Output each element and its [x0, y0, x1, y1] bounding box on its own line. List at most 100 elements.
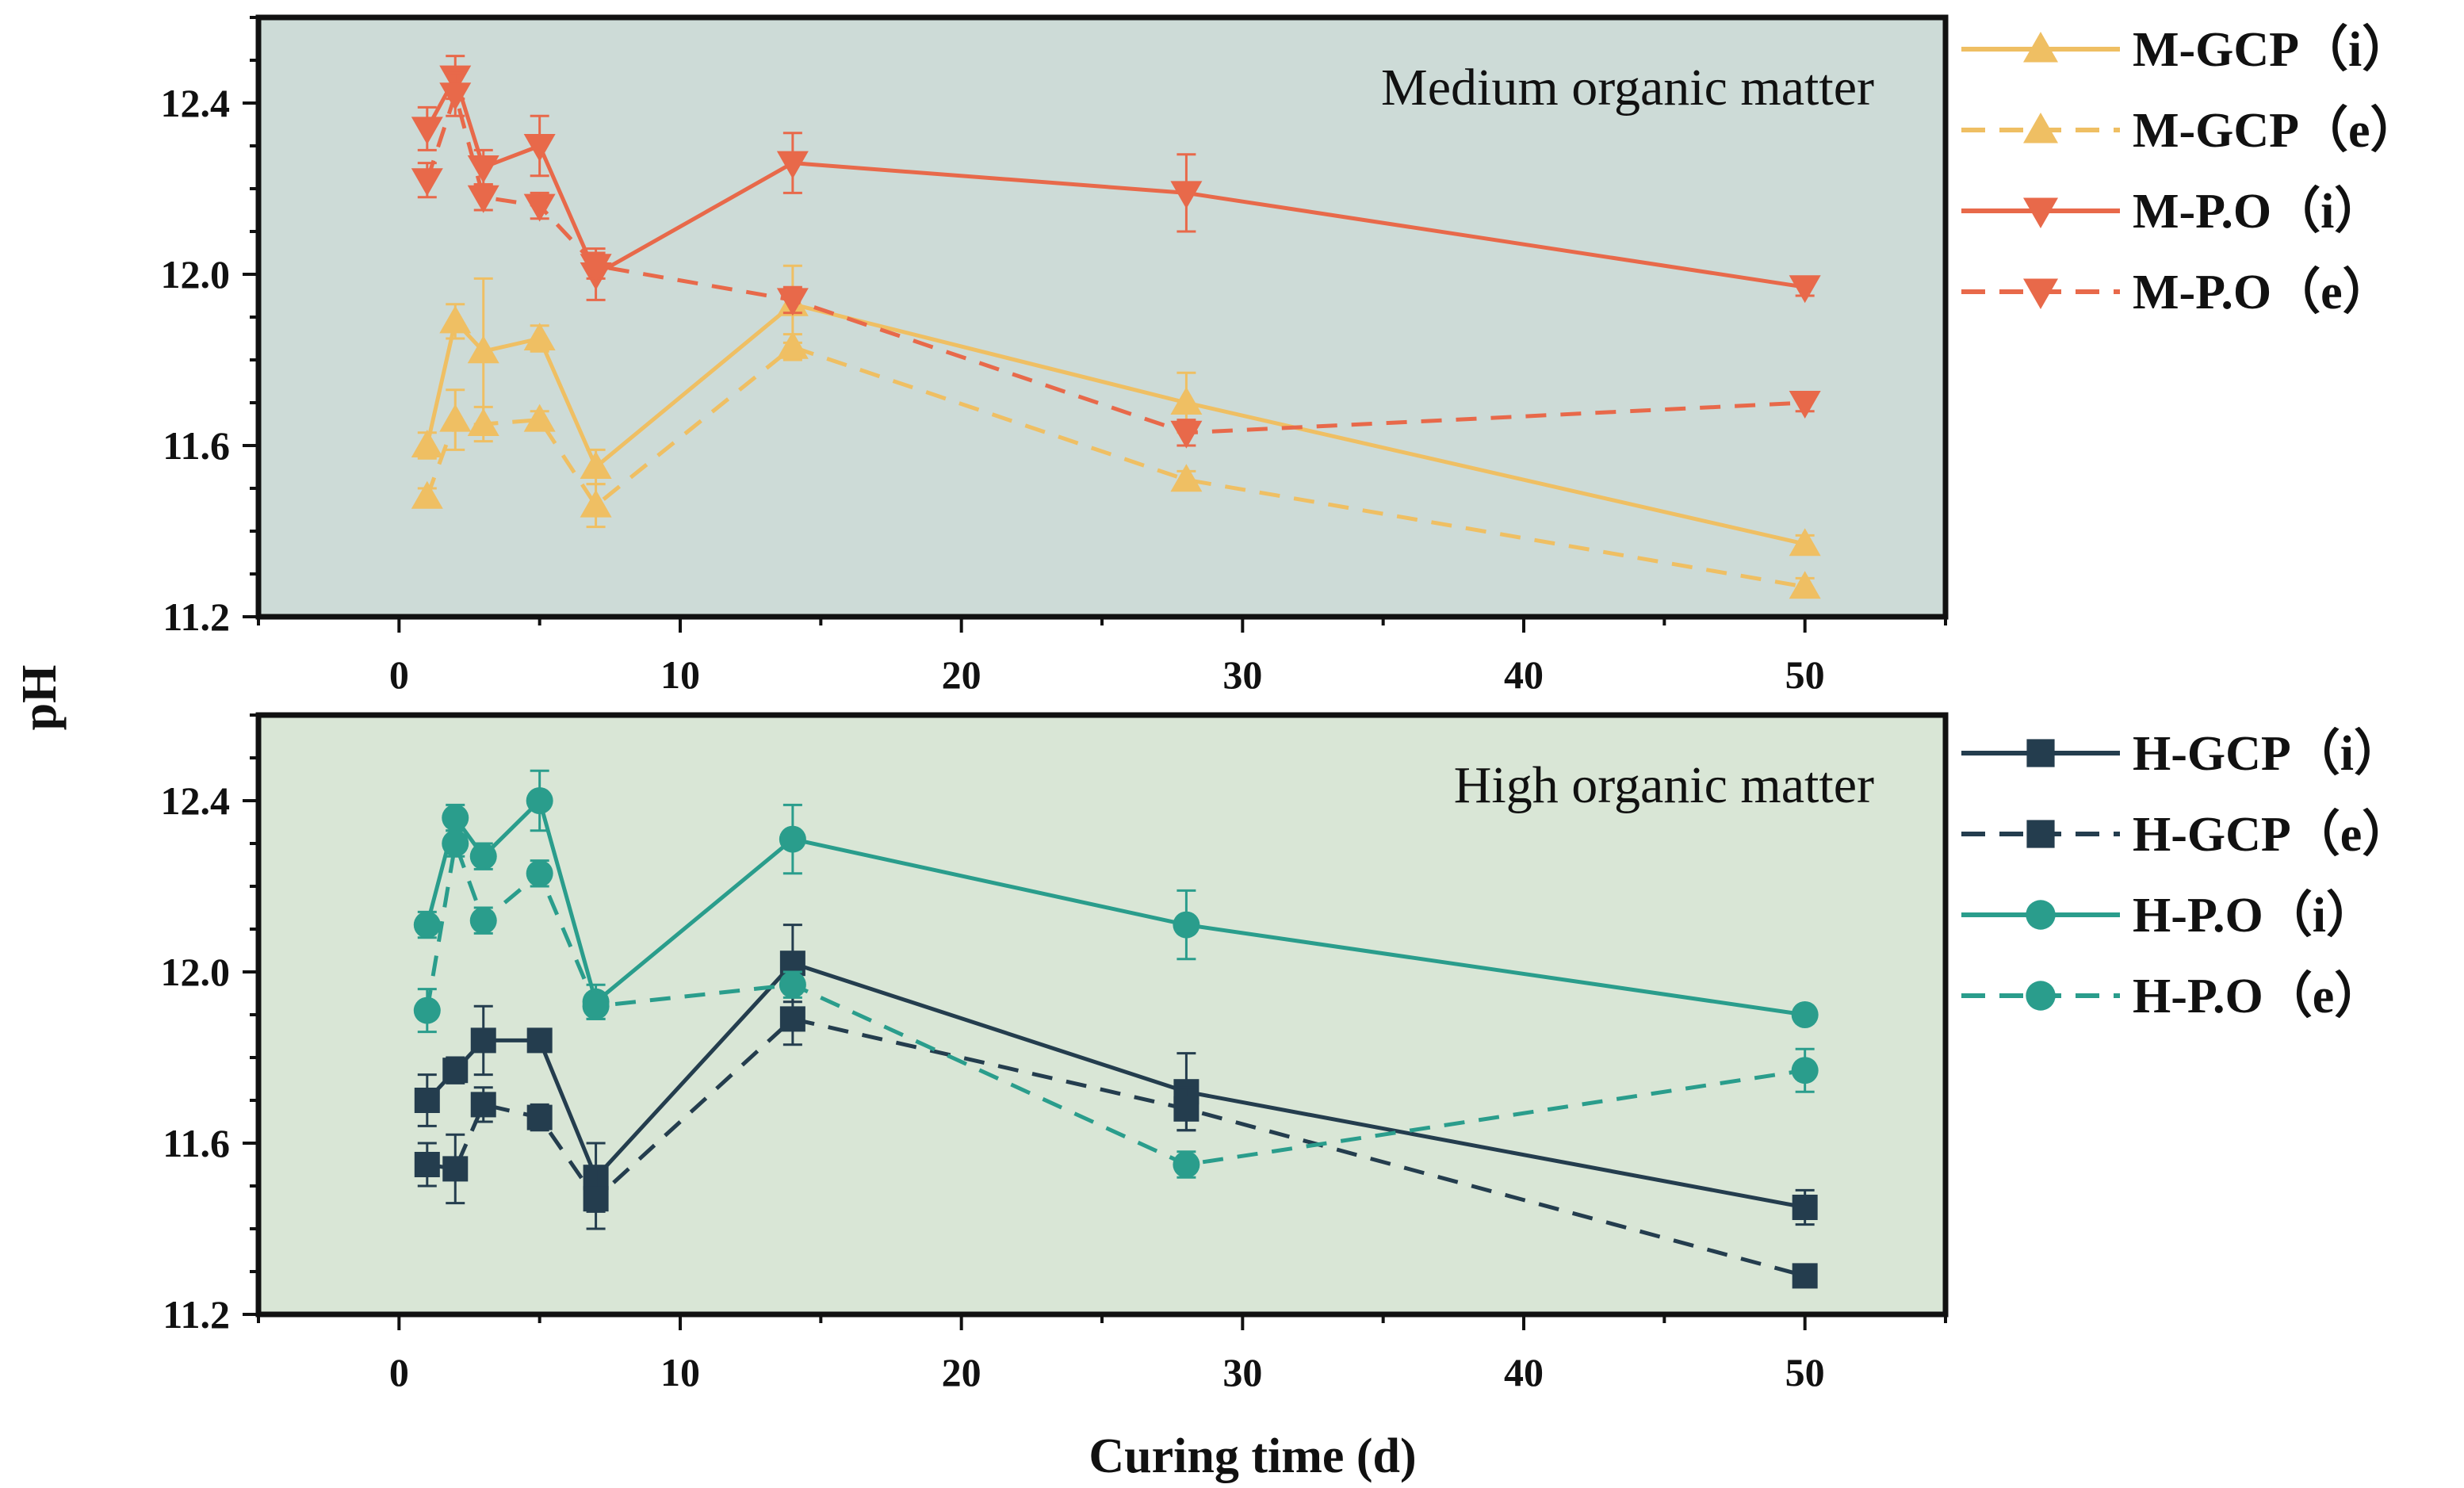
y-tick-label: 12.4	[161, 81, 231, 125]
legend-marker	[2023, 278, 2058, 309]
data-point	[523, 134, 556, 162]
legend-marker	[2023, 32, 2058, 63]
legend-item: M-P.O（i）	[1961, 183, 2383, 239]
x-tick-label: 40	[1504, 1350, 1544, 1394]
x-tick-label: 20	[942, 652, 981, 697]
legend-marker	[2023, 113, 2058, 143]
y-tick-label: 11.6	[163, 1121, 230, 1165]
data-point	[776, 331, 809, 359]
data-point	[526, 859, 553, 887]
data-point	[411, 430, 443, 457]
legend-label: H-GCP（e）	[2133, 806, 2411, 862]
y-tick-label: 11.6	[163, 423, 230, 468]
legend-marker	[2026, 981, 2056, 1011]
data-point	[526, 1104, 553, 1130]
data-point	[467, 185, 499, 213]
legend-label: M-P.O（i）	[2133, 183, 2383, 239]
legend-item: H-GCP（i）	[1961, 725, 2403, 781]
data-point	[467, 155, 499, 183]
data-point	[414, 1152, 440, 1177]
data-point	[1789, 391, 1821, 419]
data-point	[1792, 1263, 1818, 1289]
data-point	[1789, 571, 1821, 599]
x-tick-label: 0	[389, 1350, 409, 1394]
legend-item: H-P.O（e）	[1961, 968, 2383, 1023]
x-tick-label: 30	[1222, 1350, 1262, 1394]
data-point	[582, 993, 610, 1020]
data-point	[1170, 464, 1203, 492]
legend-label: H-GCP（i）	[2133, 725, 2403, 781]
panel-annotation: Medium organic matter	[1381, 59, 1874, 117]
panel-medium-organic-matter: 11.2 11.6 12.0 12.4 0 10 20 30 40 50 Medium organi…	[161, 14, 2420, 697]
data-point	[776, 151, 809, 179]
data-point	[414, 1088, 440, 1113]
data-point	[1170, 420, 1203, 449]
series-m-3	[411, 71, 1821, 449]
data-point	[1789, 275, 1821, 304]
data-point	[580, 489, 612, 518]
data-point	[1792, 1195, 1818, 1220]
data-point	[439, 82, 472, 111]
data-point	[1173, 1151, 1200, 1178]
panel-annotation: High organic matter	[1454, 756, 1874, 814]
data-point	[526, 1027, 553, 1054]
x-tick-label: 10	[660, 652, 700, 697]
y-axis-title: pH	[13, 665, 67, 731]
data-point	[779, 825, 806, 853]
panel-high-organic-matter: 11.2 11.6 12.0 12.4 0 10 20 30 40 50 High organic …	[161, 712, 2411, 1394]
series-m-1	[411, 331, 1821, 599]
series-h-3	[413, 829, 1819, 1179]
legend-item: H-GCP（e）	[1961, 806, 2411, 862]
x-tick-label: 30	[1222, 652, 1262, 697]
legend-item: M-P.O（e）	[1961, 264, 2392, 319]
legend-marker	[2026, 820, 2055, 848]
data-point	[413, 996, 441, 1024]
data-point	[442, 1058, 469, 1084]
x-tick-label: 20	[942, 1350, 981, 1394]
y-tick-label: 11.2	[163, 1292, 230, 1337]
legend-label: M-GCP（i）	[2133, 21, 2411, 77]
data-point	[1173, 911, 1200, 939]
data-point	[467, 408, 499, 436]
series-h-0	[414, 924, 1818, 1226]
x-tick-label: 0	[389, 652, 409, 697]
data-point	[411, 168, 443, 197]
legend-label: H-P.O（e）	[2133, 968, 2383, 1023]
x-axis-title: Curing time (d)	[1089, 1429, 1416, 1483]
x-tick-label: 50	[1785, 1350, 1825, 1394]
legend-marker	[2023, 197, 2058, 228]
data-point	[523, 404, 556, 432]
data-point	[779, 971, 806, 999]
data-point	[411, 117, 443, 145]
data-point	[442, 830, 469, 857]
data-point	[580, 254, 612, 282]
data-point	[526, 787, 553, 814]
data-point	[523, 323, 556, 350]
series-h-1	[414, 992, 1818, 1289]
y-tick-label: 11.2	[163, 595, 230, 639]
legend-item: M-GCP（i）	[1961, 21, 2411, 77]
legend-label: M-GCP（e）	[2133, 102, 2420, 158]
data-point	[411, 480, 443, 509]
x-tick-label: 50	[1785, 652, 1825, 697]
series-line	[425, 92, 1805, 435]
legend-marker	[2026, 900, 2056, 930]
data-point	[439, 305, 472, 334]
y-tick-label: 12.4	[161, 778, 231, 823]
data-point	[1173, 1096, 1199, 1122]
data-point	[469, 843, 497, 870]
data-point	[1789, 528, 1821, 557]
data-point	[413, 911, 441, 939]
legend: H-GCP（i） H-GCP（e） H-P.O（i） H-P.O（e）	[1961, 725, 2411, 1023]
legend: M-GCP（i） M-GCP（e） M-P.O（i） M-P.O（e）	[1961, 21, 2420, 319]
data-point	[470, 1092, 496, 1118]
x-tick-label: 40	[1504, 652, 1544, 697]
y-tick-label: 12.0	[161, 950, 231, 994]
data-point	[469, 907, 497, 935]
data-point	[779, 1006, 805, 1032]
data-point	[580, 451, 612, 479]
data-point	[1170, 181, 1203, 209]
data-point	[1170, 387, 1203, 415]
data-point	[1791, 1001, 1819, 1028]
data-point	[1791, 1057, 1819, 1084]
